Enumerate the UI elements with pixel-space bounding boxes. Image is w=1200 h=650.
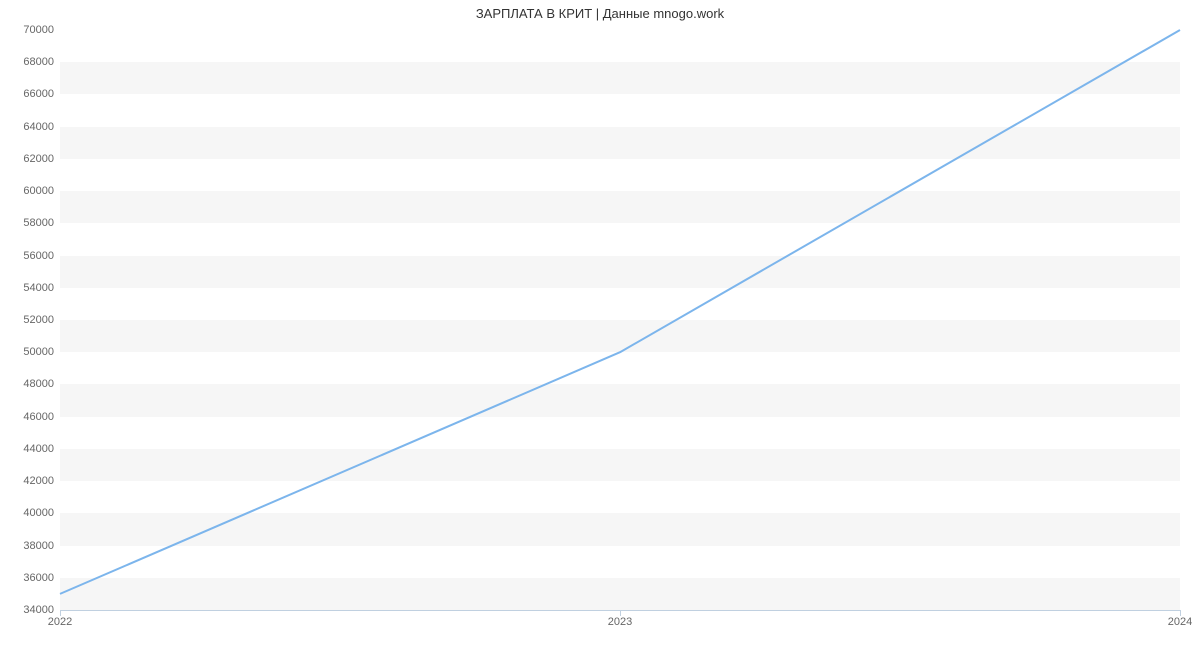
y-tick-label: 58000 — [23, 217, 54, 229]
y-tick-label: 36000 — [23, 572, 54, 584]
salary-chart: ЗАРПЛАТА В КРИТ | Данные mnogo.work 3400… — [0, 0, 1200, 650]
y-tick-label: 66000 — [23, 88, 54, 100]
y-tick-label: 40000 — [23, 507, 54, 519]
y-tick-label: 68000 — [23, 56, 54, 68]
x-tick-label: 2023 — [608, 616, 632, 628]
y-tick-label: 56000 — [23, 250, 54, 262]
y-tick-label: 70000 — [23, 24, 54, 36]
y-tick-label: 52000 — [23, 314, 54, 326]
chart-title: ЗАРПЛАТА В КРИТ | Данные mnogo.work — [0, 6, 1200, 21]
y-tick-label: 50000 — [23, 346, 54, 358]
y-tick-label: 62000 — [23, 153, 54, 165]
y-tick-label: 44000 — [23, 443, 54, 455]
y-tick-label: 54000 — [23, 282, 54, 294]
y-tick-label: 64000 — [23, 121, 54, 133]
x-tick-label: 2024 — [1168, 616, 1192, 628]
x-axis-line — [60, 610, 1180, 611]
x-tick-label: 2022 — [48, 616, 72, 628]
y-tick-label: 60000 — [23, 185, 54, 197]
line-layer — [60, 30, 1180, 610]
y-tick-label: 46000 — [23, 411, 54, 423]
y-tick-label: 42000 — [23, 475, 54, 487]
plot-area: 3400036000380004000042000440004600048000… — [60, 30, 1180, 610]
y-tick-label: 38000 — [23, 540, 54, 552]
series-line-salary — [60, 30, 1180, 594]
y-tick-label: 34000 — [23, 604, 54, 616]
y-tick-label: 48000 — [23, 378, 54, 390]
